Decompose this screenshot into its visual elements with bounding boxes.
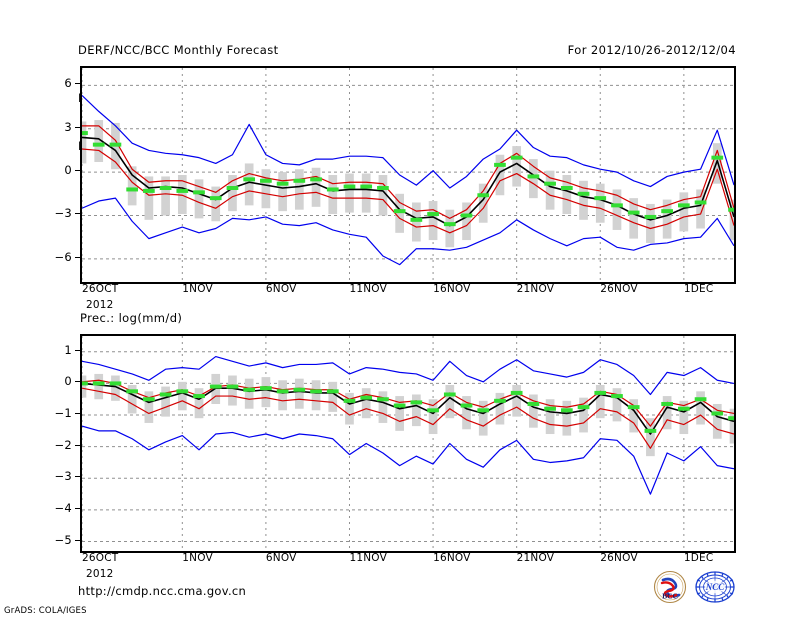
temperature-y-tick-mark <box>75 126 80 128</box>
precipitation-y-tick-mark <box>75 349 80 351</box>
precipitation-y-tick: −1 <box>54 406 72 421</box>
precipitation-x-tick: 26NOV <box>600 552 638 564</box>
precipitation-y-tick-mark <box>75 413 80 415</box>
precipitation-y-tick: −5 <box>54 532 72 547</box>
precipitation-y-tick-mark <box>75 539 80 541</box>
precipitation-plot <box>80 334 736 553</box>
temperature-x-tick: 11NOV <box>349 283 387 295</box>
temperature-y-tick: 3 <box>64 119 72 134</box>
precipitation-y-tick: −4 <box>54 500 72 515</box>
svg-text:BCC: BCC <box>662 592 678 601</box>
temperature-y-tick-mark <box>75 256 80 258</box>
precipitation-x-tick: 11NOV <box>349 552 387 564</box>
temperature-x-axis-year: 2012 <box>86 299 114 311</box>
temperature-x-tick: 21NOV <box>516 283 555 295</box>
temperature-y-tick-mark <box>75 213 80 215</box>
precipitation-y-tick-mark <box>75 381 80 383</box>
precipitation-y-tick: −3 <box>54 469 72 484</box>
temperature-y-tick: −6 <box>54 249 72 264</box>
precipitation-y-tick: 1 <box>64 342 72 357</box>
logo-group: BCC NCC <box>650 570 742 606</box>
temperature-y-tick-mark <box>75 83 80 85</box>
chart-title: DERF/NCC/BCC Monthly Forecast <box>78 43 279 57</box>
precipitation-x-tick: 21NOV <box>516 552 555 564</box>
temperature-x-tick: 6NOV <box>265 283 297 295</box>
temperature-y-tick: 6 <box>64 76 72 91</box>
precipitation-x-tick: 1DEC <box>683 552 714 564</box>
temperature-y-tick-mark <box>75 170 80 172</box>
forecast-period-label: For 2012/10/26-2012/12/04 <box>567 43 736 57</box>
precipitation-y-tick-mark <box>75 476 80 478</box>
temperature-x-tick: 26NOV <box>600 283 638 295</box>
precipitation-units-label: Prec.: log(mm/d) <box>80 311 183 325</box>
precipitation-x-tick: 6NOV <box>265 552 297 564</box>
ncc-logo: NCC <box>694 570 736 610</box>
temperature-y-tick: −3 <box>54 206 72 221</box>
temperature-x-tick: 1NOV <box>182 283 213 295</box>
precipitation-y-tick-mark <box>75 507 80 509</box>
precipitation-y-tick-mark <box>75 444 80 446</box>
temperature-x-tick: 16NOV <box>433 283 471 295</box>
precipitation-x-tick: 26OCT <box>82 552 119 564</box>
precipitation-y-tick: 0 <box>64 374 72 389</box>
temperature-x-tick: 26OCT <box>82 283 119 295</box>
svg-text:NCC: NCC <box>705 582 726 592</box>
grads-credit: GrADS: COLA/IGES <box>4 606 87 616</box>
temperature-plot <box>80 66 736 284</box>
precipitation-y-tick: −2 <box>54 437 72 452</box>
precipitation-x-tick: 16NOV <box>433 552 471 564</box>
bcc-logo: BCC <box>650 570 690 610</box>
temperature-x-tick: 1DEC <box>683 283 714 295</box>
website-url[interactable]: http://cmdp.ncc.cma.gov.cn <box>78 584 247 598</box>
precipitation-x-axis-year: 2012 <box>86 568 114 580</box>
temperature-y-tick: 0 <box>64 163 72 178</box>
precipitation-x-tick: 1NOV <box>182 552 213 564</box>
